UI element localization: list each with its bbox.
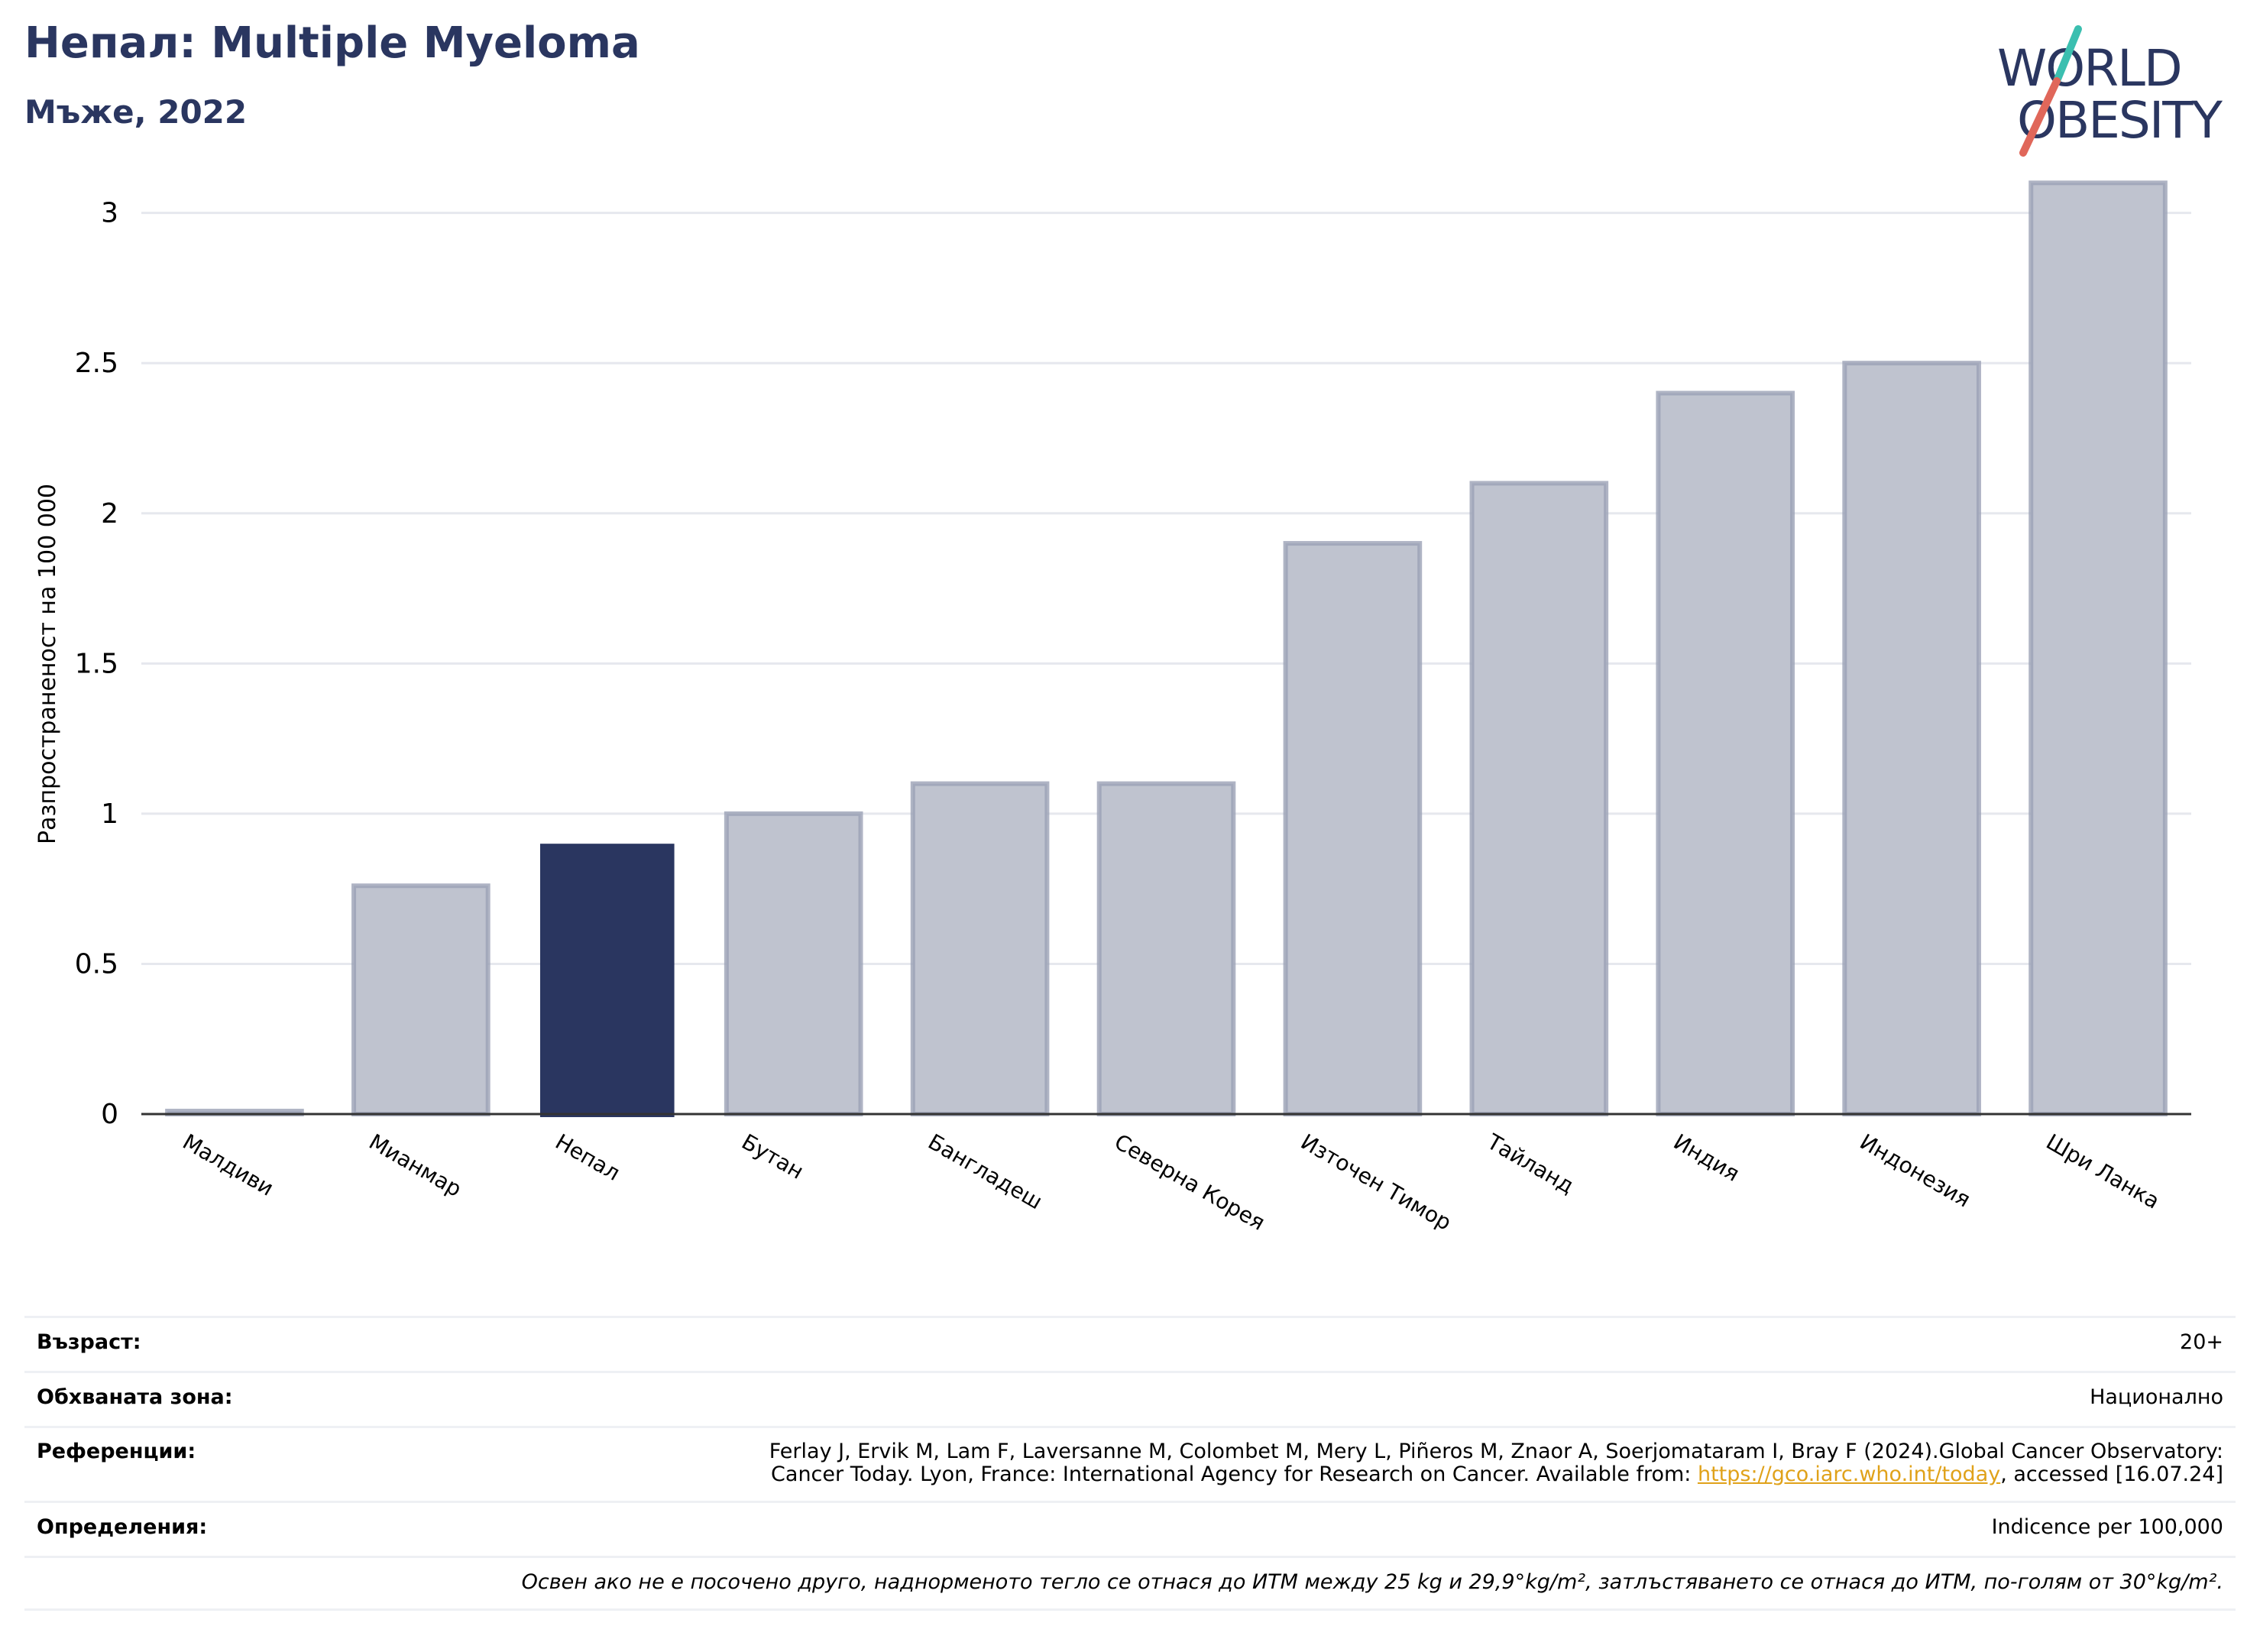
references-value: Ferlay J, Ervik M, Lam F, Laversanne M, … [769, 1440, 2223, 1486]
x-tick-label: Източен Тимор [1297, 1129, 1455, 1235]
references-label: Референции: [37, 1440, 196, 1463]
bar-1 [351, 883, 491, 1116]
definitions-value: Indicence per 100,000 [1991, 1515, 2223, 1539]
y-tick-label: 2 [101, 498, 118, 530]
bar-6 [1283, 541, 1423, 1116]
y-tick-label: 1.5 [75, 648, 118, 679]
bar-2 [539, 844, 675, 1117]
bar-9 [1842, 361, 1981, 1116]
x-tick-label: Бангладеш [924, 1129, 1047, 1214]
x-tick-label: Индия [1669, 1129, 1744, 1186]
bar-8 [1656, 390, 1795, 1116]
x-tick-label: Шри Ланка [2042, 1129, 2164, 1213]
bar-10 [2028, 180, 2168, 1116]
bar-7 [1469, 481, 1609, 1116]
x-tick-label: Мианмар [364, 1129, 465, 1202]
references-link[interactable]: https://gco.iarc.who.int/today [1697, 1463, 2001, 1486]
x-tick-label: Непал [551, 1129, 624, 1185]
meta-row-references: Референции: Ferlay J, Ervik M, Lam F, La… [24, 1426, 2236, 1501]
references-line1: Ferlay J, Ervik M, Lam F, Laversanne M, … [769, 1440, 2223, 1463]
y-axis-label: Разпространеност на 100 000 [34, 484, 61, 844]
bar-chart: 0 0.5 1 1.5 2 2.5 3 Разпространеност на 100 000… [34, 180, 2191, 1236]
logo-slash-teal [2053, 25, 2082, 85]
y-tick-label: 0 [101, 1099, 118, 1130]
age-value: 20+ [2180, 1330, 2223, 1354]
bar-3 [724, 811, 863, 1116]
y-tick-label: 3 [101, 198, 118, 229]
definitions-label: Определения: [37, 1515, 208, 1539]
footnote: Освен ако не е посочено друго, наднормен… [521, 1570, 2223, 1594]
meta-row-area: Обхваната зона: Национално [24, 1371, 2236, 1426]
x-tick-label: Индонезия [1856, 1129, 1975, 1212]
metadata-table: Възраст: 20+ Обхваната зона: Национално … [24, 1316, 2236, 1611]
meta-row-note: Освен ако не е посочено друго, наднормен… [24, 1556, 2236, 1611]
world-obesity-logo: WORLD OBESITY [1997, 25, 2225, 157]
logo-line1: WORLD [1997, 39, 2181, 98]
logo-slash-red [2019, 77, 2061, 157]
chart-subtitle: Мъже, 2022 [24, 93, 248, 131]
references-line2-pre: Cancer Today. Lyon, France: Internationa… [771, 1463, 1698, 1486]
area-label: Обхваната зона: [37, 1385, 233, 1409]
y-tick-label: 0.5 [75, 948, 118, 980]
chart-title: Непал: Multiple Myeloma [24, 18, 640, 68]
area-value: Национално [2090, 1385, 2223, 1409]
bar-5 [1096, 781, 1236, 1116]
y-tick-label: 1 [101, 798, 118, 830]
y-tick-label: 2.5 [75, 348, 118, 379]
bar-4 [910, 781, 1050, 1116]
x-tick-label: Северна Корея [1110, 1129, 1269, 1235]
x-tick-label: Малдиви [178, 1129, 277, 1200]
meta-row-definitions: Определения: Indicence per 100,000 [24, 1501, 2236, 1556]
x-tick-label: Бутан [737, 1129, 808, 1184]
x-tick-label: Тайланд [1482, 1129, 1578, 1199]
age-label: Възраст: [37, 1330, 141, 1354]
meta-row-age: Възраст: 20+ [24, 1316, 2236, 1371]
references-line2-post: , accessed [16.07.24] [2000, 1463, 2223, 1486]
